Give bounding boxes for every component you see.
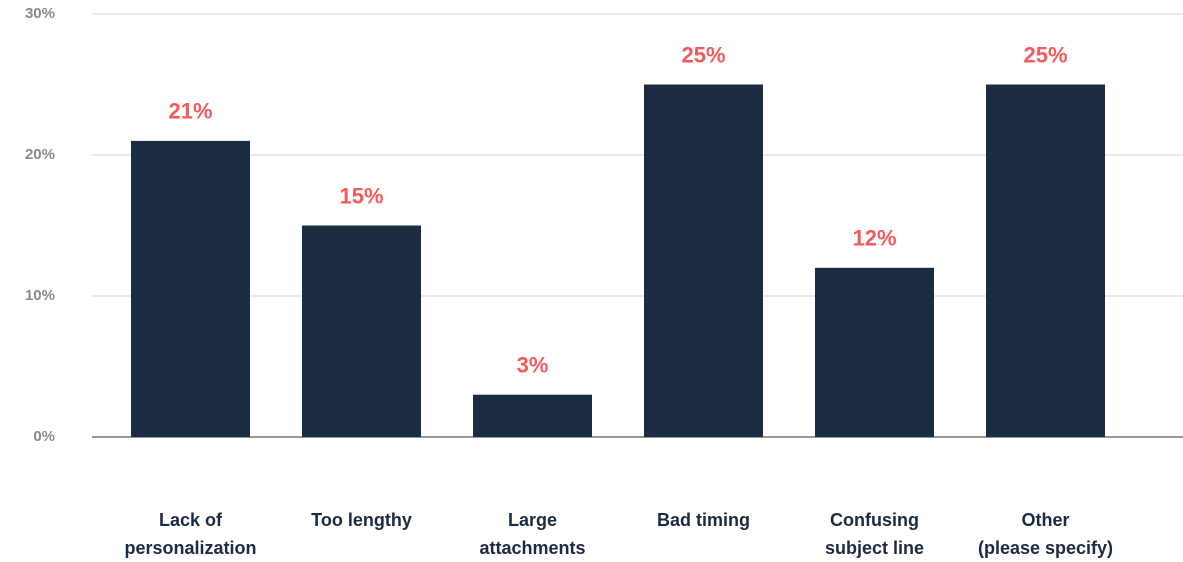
x-tick-label: Bad timing [657, 510, 750, 530]
y-tick-label: 20% [25, 146, 55, 163]
x-tick-label: Confusing subject line [824, 510, 925, 558]
y-tick-label: 30% [25, 5, 55, 22]
value-label: 25% [681, 42, 725, 67]
value-label: 25% [1023, 42, 1067, 67]
bar [302, 225, 421, 437]
bar [131, 140, 250, 437]
value-label: 15% [339, 183, 383, 208]
x-tick-label: Too lengthy [311, 510, 412, 530]
bar [815, 267, 934, 437]
value-label: 12% [852, 226, 896, 251]
x-tick-label: Other (please specify) [977, 510, 1114, 558]
y-tick-label: 10% [25, 287, 55, 304]
value-label: 21% [168, 99, 212, 124]
bar [986, 84, 1105, 437]
x-tick-label: Lack of personalization [124, 510, 257, 558]
bar [644, 84, 763, 437]
y-tick-label: 0% [33, 428, 55, 445]
x-tick-label: Large attachments [479, 510, 586, 558]
value-label: 3% [517, 353, 549, 378]
bar [473, 394, 592, 437]
